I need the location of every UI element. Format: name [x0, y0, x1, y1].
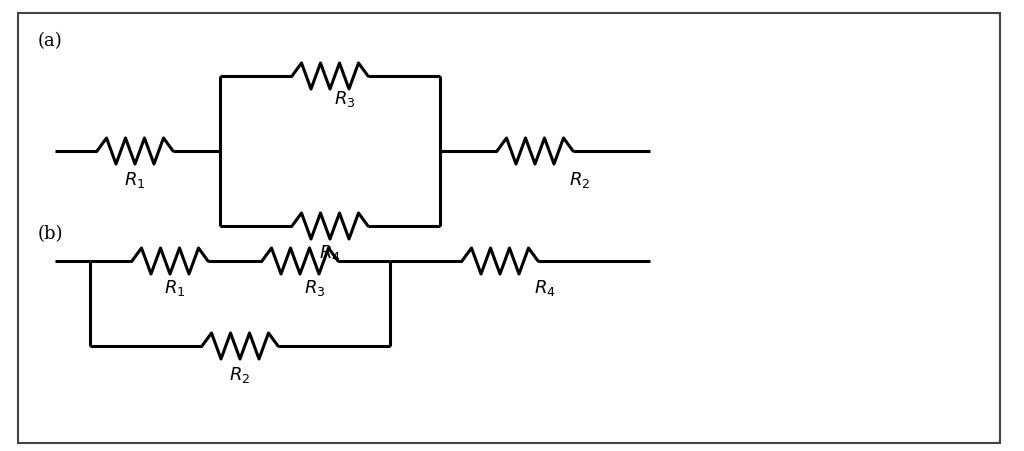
Text: $R_4$: $R_4$ [319, 243, 341, 262]
Text: $R_3$: $R_3$ [304, 277, 326, 297]
Text: $R_1$: $R_1$ [124, 170, 145, 189]
Text: (b): (b) [38, 225, 63, 243]
Text: $R_2$: $R_2$ [229, 364, 251, 384]
Text: (a): (a) [38, 32, 62, 50]
Text: $R_4$: $R_4$ [535, 277, 556, 297]
Text: $R_1$: $R_1$ [164, 277, 185, 297]
Text: $R_2$: $R_2$ [569, 170, 591, 189]
Text: $R_3$: $R_3$ [334, 89, 355, 109]
